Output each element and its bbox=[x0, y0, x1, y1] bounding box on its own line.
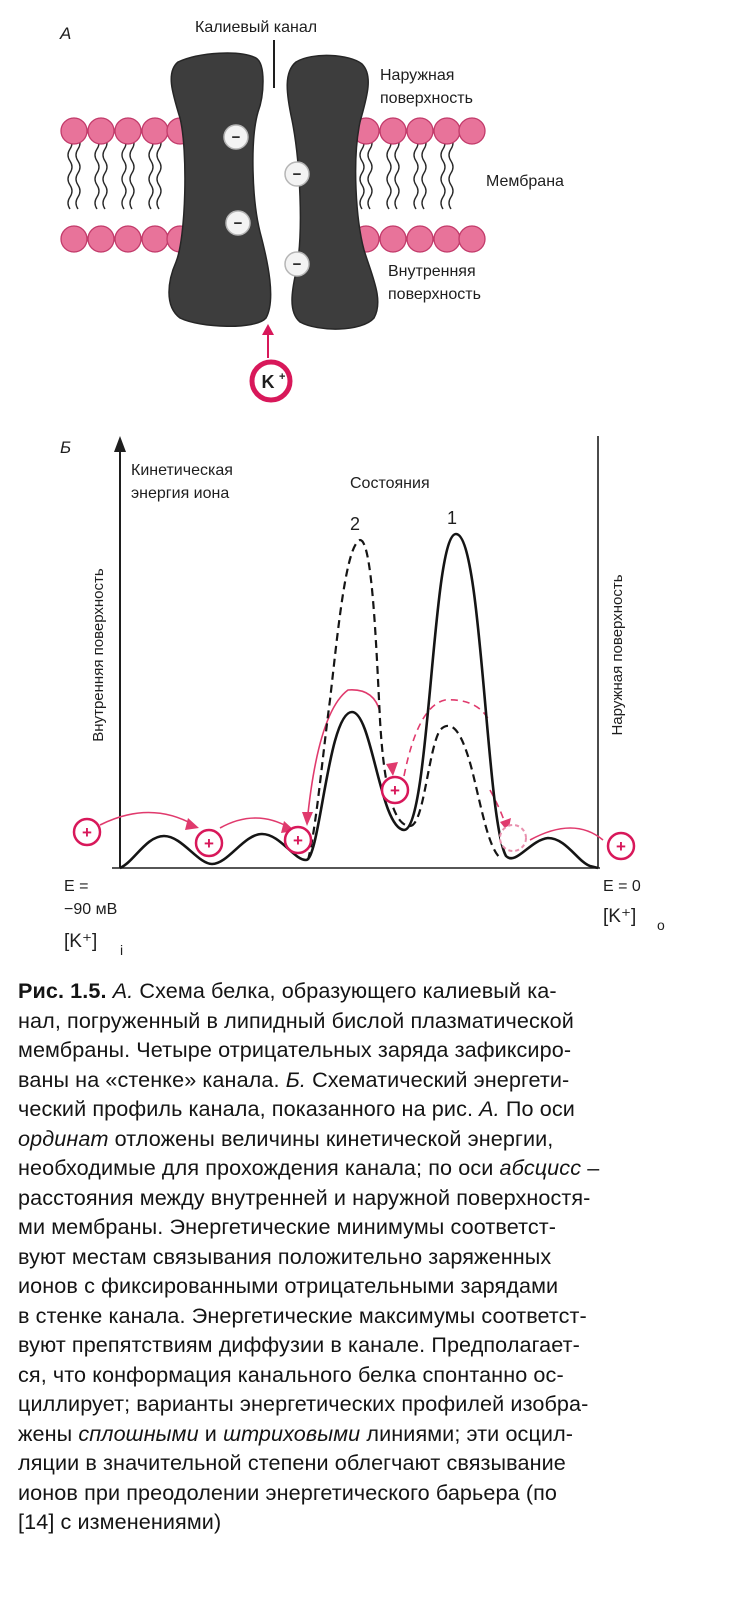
caption-run: линиями; эти осцил-ляции в значительной … bbox=[18, 1420, 574, 1535]
caption-run: ординат bbox=[18, 1125, 109, 1151]
caption-run: абсцисс bbox=[499, 1155, 582, 1180]
fixed-negative-charges: − − − − bbox=[223, 124, 310, 277]
svg-text:поверхность: поверхность bbox=[380, 90, 473, 107]
svg-text:энергия иона: энергия иона bbox=[131, 485, 229, 502]
positive-ion-icon: + bbox=[72, 817, 102, 847]
positive-ion-icon: + bbox=[606, 831, 636, 861]
svg-text:Наружная: Наружная bbox=[380, 67, 454, 84]
caption-run: Схематический энергети-ческий профиль ка… bbox=[18, 1066, 570, 1122]
ions: + + + + + bbox=[72, 775, 636, 861]
svg-text:+: + bbox=[616, 837, 626, 856]
caption-run: – расстояния между внутренней и наружной … bbox=[18, 1155, 600, 1446]
positive-ion-icon-faded bbox=[499, 824, 527, 852]
svg-text:−: − bbox=[293, 166, 302, 183]
positive-ion-icon: + bbox=[380, 775, 410, 805]
state-2-label: 2 bbox=[350, 514, 360, 534]
inner-surface-vertical-label: Внутренняя поверхность bbox=[90, 568, 107, 742]
caption-run: штриховыми bbox=[223, 1420, 361, 1446]
energy-profile-state-2 bbox=[306, 538, 501, 861]
panel-b: Б Кинетическая энергия иона Состояния 2 … bbox=[60, 436, 665, 958]
caption-run: и bbox=[198, 1420, 224, 1446]
channel-protein-left-subunit bbox=[168, 52, 272, 327]
caption-run: Схема белка, образующего калиевый ка-нал… bbox=[18, 978, 574, 1092]
ion-hop-arrow bbox=[99, 811, 195, 826]
caption-text: А. Схема белка, образующего калиевый ка-… bbox=[18, 978, 599, 1534]
left-boundary-conditions: E = −90 мВ [K⁺] i bbox=[64, 878, 123, 958]
ion-hop-arrow bbox=[306, 689, 381, 824]
arrow-head-icon bbox=[386, 762, 398, 776]
caption-run: сплошными bbox=[78, 1420, 199, 1446]
potassium-ion-label: K bbox=[262, 372, 275, 392]
outer-surface-label: Наружная поверхность bbox=[380, 67, 473, 107]
potassium-ion-entry: K + bbox=[249, 324, 293, 403]
states-label: Состояния bbox=[350, 475, 430, 492]
fixed-charge: − bbox=[284, 161, 310, 187]
panel-b-letter: Б bbox=[60, 438, 71, 457]
lipid-tails-right bbox=[359, 136, 454, 210]
ion-charge-superscript: + bbox=[279, 371, 285, 383]
svg-text:−: − bbox=[232, 129, 241, 146]
caption-run: А. bbox=[112, 978, 134, 1003]
svg-text:+: + bbox=[204, 834, 214, 853]
y-axis-title: Кинетическая энергия иона bbox=[131, 462, 233, 502]
svg-text:поверхность: поверхность bbox=[388, 286, 481, 303]
fixed-charge: − bbox=[223, 124, 249, 150]
right-potential: E = 0 bbox=[603, 878, 641, 895]
figure-label: Рис. 1.5. bbox=[18, 978, 107, 1003]
potassium-ion-icon bbox=[249, 359, 293, 403]
right-concentration: [K⁺] bbox=[603, 906, 636, 927]
svg-text:−: − bbox=[234, 215, 243, 232]
panel-a-letter: А bbox=[59, 24, 71, 43]
ion-hop-arrow-heads bbox=[185, 762, 511, 833]
lipid-heads-right bbox=[352, 117, 486, 253]
ion-hop-arrow bbox=[219, 817, 291, 829]
lipid-tails-left bbox=[67, 136, 162, 210]
svg-text:Внутренняя: Внутренняя bbox=[388, 263, 476, 280]
lipid-heads-left bbox=[60, 117, 194, 253]
fixed-charge: − bbox=[284, 251, 310, 277]
positive-ion-icon: + bbox=[194, 828, 224, 858]
caption-run: А. bbox=[479, 1096, 500, 1121]
figure-canvas: А Калиевый канал − bbox=[59, 19, 665, 958]
svg-text:Кинетическая: Кинетическая bbox=[131, 462, 233, 479]
inner-surface-label: Внутренняя поверхность bbox=[388, 263, 481, 303]
fixed-charge: − bbox=[225, 210, 251, 236]
left-potential-value: −90 мВ bbox=[64, 901, 117, 918]
left-concentration: [K⁺] bbox=[64, 931, 97, 952]
caption-run: По оси bbox=[499, 1096, 575, 1121]
left-concentration-subscript: i bbox=[120, 942, 123, 958]
right-concentration-subscript: o bbox=[657, 917, 665, 933]
figure-caption: Рис. 1.5. А. Схема белка, образующего ка… bbox=[18, 976, 730, 1537]
svg-text:+: + bbox=[82, 823, 92, 842]
channel-label: Калиевый канал bbox=[195, 19, 317, 36]
y-axis-arrow-icon bbox=[114, 436, 126, 452]
svg-text:−: − bbox=[293, 256, 302, 273]
positive-ion-icon: + bbox=[283, 825, 313, 855]
arrow-head-icon bbox=[302, 812, 313, 826]
ion-hop-arrow bbox=[529, 827, 604, 841]
caption-run: отложены величины кинетической энергии, н… bbox=[18, 1125, 554, 1181]
outer-surface-vertical-label: Наружная поверхность bbox=[609, 574, 626, 735]
panel-a: А Калиевый канал − bbox=[59, 19, 564, 403]
membrane-label: Мембрана bbox=[486, 173, 564, 190]
lipid-bilayer-left bbox=[60, 117, 194, 253]
state-1-label: 1 bbox=[447, 508, 457, 528]
caption-run: Б. bbox=[285, 1066, 306, 1092]
ion-hop-arrow bbox=[403, 699, 491, 777]
arrow-head-icon bbox=[262, 324, 274, 335]
right-boundary-conditions: E = 0 [K⁺] o bbox=[603, 878, 665, 933]
left-potential: E = bbox=[64, 878, 88, 895]
energy-profile-state-1 bbox=[119, 532, 599, 870]
svg-text:+: + bbox=[390, 781, 400, 800]
svg-text:+: + bbox=[293, 831, 303, 850]
arrow-head-icon bbox=[185, 818, 199, 830]
lipid-bilayer-right bbox=[352, 117, 486, 253]
